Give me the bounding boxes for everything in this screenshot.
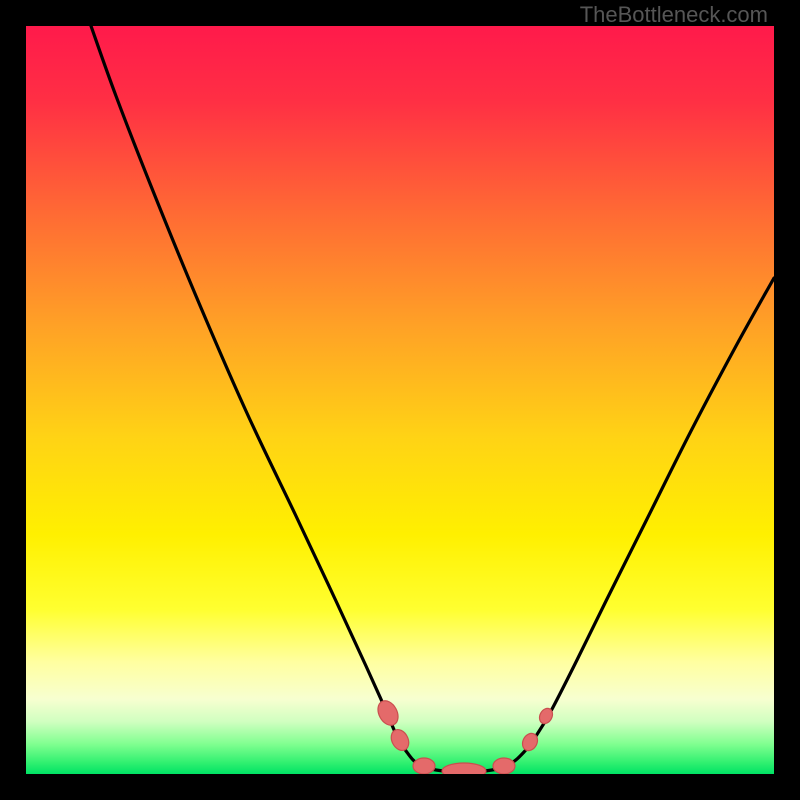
curve-marker: [493, 758, 515, 774]
curve-marker: [413, 758, 435, 774]
watermark-text: TheBottleneck.com: [580, 2, 768, 28]
curve-marker: [442, 763, 486, 774]
bottleneck-curve: [26, 26, 774, 774]
v-curve-path: [91, 26, 774, 772]
curve-marker: [388, 727, 412, 754]
chart-frame: TheBottleneck.com: [0, 0, 800, 800]
curve-marker: [374, 697, 402, 728]
